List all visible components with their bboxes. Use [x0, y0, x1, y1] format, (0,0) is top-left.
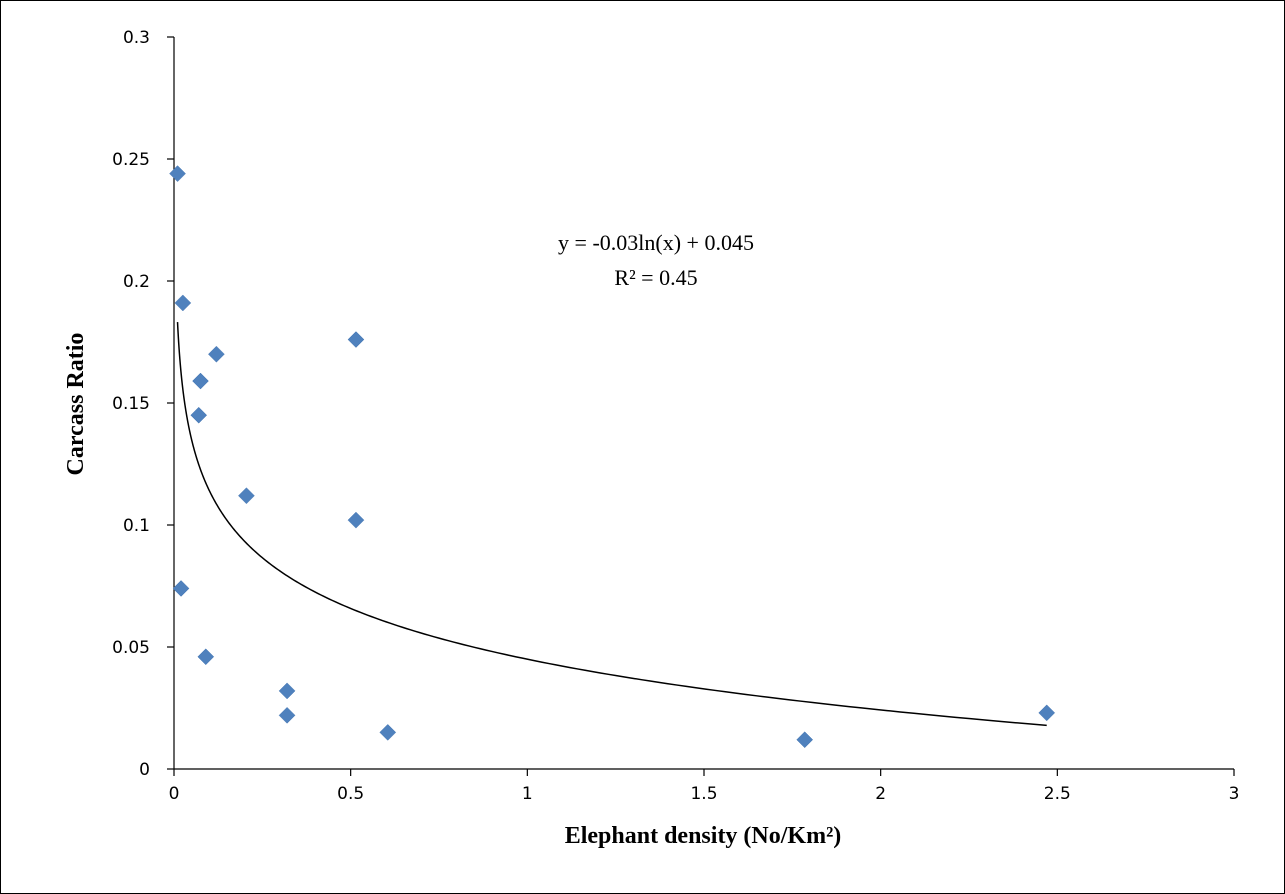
- data-point: [169, 165, 186, 182]
- y-tick-label: 0.15: [112, 394, 150, 414]
- y-ticks: 0 0.05 0.1 0.15 0.2 0.25 0.3: [112, 28, 174, 780]
- x-axis-title: Elephant density (No/Km²): [565, 823, 842, 849]
- y-tick-label: 0.1: [123, 516, 150, 536]
- x-tick-label: 1: [522, 784, 533, 804]
- data-point: [347, 511, 365, 529]
- y-axis-title: Carcass Ratio: [63, 333, 89, 476]
- data-point: [1038, 704, 1056, 722]
- trendline-equation: y = -0.03ln(x) + 0.045: [558, 230, 754, 255]
- y-tick-label: 0.25: [112, 150, 150, 170]
- y-tick-label: 0.05: [112, 638, 150, 658]
- data-point: [347, 331, 365, 348]
- data-point: [190, 406, 208, 424]
- data-point: [796, 731, 814, 749]
- x-tick-label: 3: [1229, 784, 1240, 804]
- x-tick-label: 2: [875, 784, 886, 804]
- x-tick-label: 2.5: [1044, 784, 1071, 804]
- data-point: [278, 706, 296, 724]
- data-point: [197, 648, 215, 666]
- data-points: [169, 165, 1056, 749]
- data-point: [238, 487, 255, 505]
- data-point: [192, 372, 209, 390]
- x-tick-label: 0.5: [337, 784, 364, 804]
- trendline: [176, 322, 1047, 727]
- data-point: [379, 724, 397, 741]
- y-tick-label: 0.3: [123, 28, 150, 48]
- data-point: [208, 345, 225, 363]
- trendline-r2: R² = 0.45: [614, 265, 697, 290]
- data-point: [172, 580, 190, 597]
- data-point: [278, 682, 296, 700]
- x-ticks: 0 0.5 1 1.5 2 2.5 3: [169, 769, 1240, 804]
- y-tick-label: 0: [139, 760, 150, 780]
- x-tick-label: 1.5: [690, 784, 717, 804]
- x-tick-label: 0: [169, 784, 180, 804]
- data-point: [174, 294, 192, 312]
- y-tick-label: 0.2: [123, 272, 150, 292]
